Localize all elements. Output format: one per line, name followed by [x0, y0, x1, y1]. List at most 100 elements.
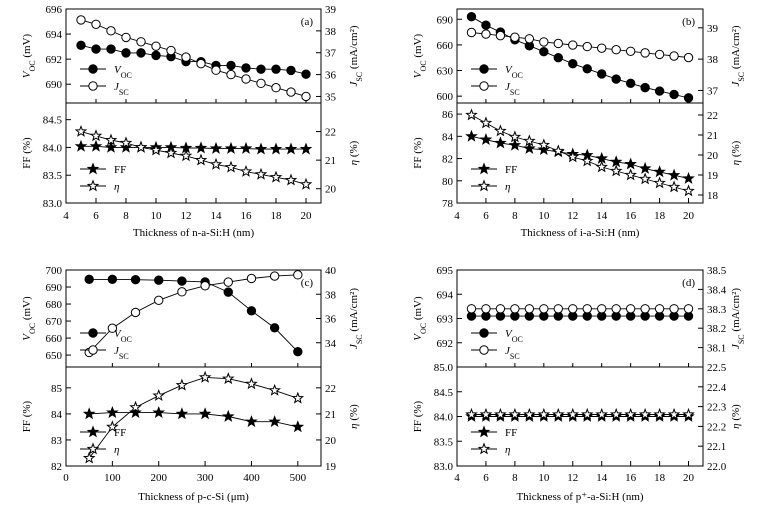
data-point [239, 164, 253, 177]
x-tick-label: 0 [63, 472, 69, 484]
plot-frame [456, 269, 704, 467]
data-point [245, 415, 258, 428]
x-tick-label: 16 [241, 210, 253, 222]
y-right-tick-label: 36 [325, 314, 337, 326]
y-right-tick-label: 22.5 [707, 362, 727, 374]
chart-panel-3: 0 100 200 300 400 500 Thickness of p-c-Si (μm)… [21, 265, 364, 503]
y-right-tick-label: 37 [325, 48, 337, 60]
series-line-ff [471, 135, 689, 180]
data-point [254, 142, 268, 155]
data-point [293, 270, 303, 280]
data-point [89, 139, 103, 152]
data-point [151, 41, 161, 51]
data-point [194, 153, 208, 166]
x-tick-label: 200 [150, 472, 167, 484]
x-tick-label: 10 [538, 210, 550, 222]
y-right-tick-label: 22.2 [707, 421, 726, 433]
data-point [609, 407, 623, 420]
data-point [223, 277, 233, 287]
panel-tag: (d) [682, 277, 695, 289]
data-point [537, 407, 551, 420]
legend-marker [88, 81, 98, 91]
series-line- [88, 376, 298, 459]
panel-tag: (c) [301, 277, 314, 289]
legend-label: JSC [114, 81, 129, 97]
y-left-tick-label: 83.5 [43, 170, 63, 182]
data-point [624, 407, 637, 420]
data-point [553, 304, 563, 314]
series-line-ff [81, 145, 306, 150]
legend-label: VOC [505, 64, 523, 80]
data-point [669, 304, 679, 314]
data-point [82, 451, 96, 464]
y-left-tick-label: 670 [46, 316, 63, 328]
panel-tag: (b) [682, 16, 695, 28]
y-right-tick-label: 38 [325, 289, 337, 301]
y-right-axis-label: η (%) [730, 404, 742, 429]
x-tick-label: 12 [181, 210, 192, 222]
data-point [568, 304, 578, 314]
data-point [107, 274, 118, 285]
data-point [481, 29, 491, 39]
y-right-tick-label: 21 [707, 130, 718, 142]
y-left-tick-label: 700 [46, 265, 63, 277]
y-left-tick-label: 696 [46, 4, 63, 16]
data-point [638, 172, 652, 185]
data-point [181, 52, 191, 62]
data-point [494, 407, 507, 420]
legend-label: η [505, 444, 510, 456]
y-right-tick-label: 38.4 [707, 284, 727, 296]
legend-label: FF [114, 427, 126, 439]
data-point [301, 69, 311, 79]
y-left-tick-label: 84 [442, 131, 454, 143]
x-tick-label: 8 [512, 210, 518, 222]
legend-marker [477, 425, 491, 438]
data-point [286, 65, 296, 76]
data-point [582, 64, 592, 74]
data-point [121, 32, 131, 43]
data-point [683, 52, 694, 63]
data-point [271, 64, 281, 74]
y-left-axis-label: FF (%) [412, 400, 424, 432]
data-point [654, 86, 665, 96]
panel-tag: (a) [301, 16, 314, 28]
series-line-jsc [88, 274, 298, 353]
data-point [299, 142, 313, 155]
data-point [268, 383, 281, 396]
y-left-axis-label: VOC (mV) [21, 296, 37, 341]
y-left-tick-label: 85.0 [434, 362, 454, 374]
data-point [523, 141, 536, 154]
data-point [106, 44, 116, 54]
y-right-tick-label: 38.2 [707, 323, 726, 335]
data-point [106, 405, 119, 418]
data-point [224, 141, 238, 154]
y-right-tick-label: 38.3 [707, 304, 727, 316]
y-left-tick-label: 85 [51, 383, 63, 395]
y-right-tick-label: 22 [325, 127, 336, 139]
y-left-tick-label: 83.0 [43, 198, 63, 210]
legend-label: FF [114, 164, 126, 176]
x-tick-label: 500 [290, 472, 307, 484]
series-line-voc [89, 278, 299, 353]
y-right-tick-label: 22.1 [707, 441, 726, 453]
data-point [682, 171, 695, 184]
y-left-axis-label: VOC (mV) [21, 33, 37, 78]
legend-marker [477, 442, 491, 455]
data-point [200, 281, 210, 291]
x-axis-label: Thickness of i-a-Si:H (nm) [521, 227, 640, 239]
y-right-tick-label: 22.0 [707, 461, 727, 473]
data-point [223, 287, 233, 297]
data-point [582, 41, 592, 52]
data-point [224, 160, 238, 173]
data-point [566, 407, 580, 420]
data-point [119, 136, 133, 149]
data-point [566, 150, 580, 163]
legend-marker [479, 64, 489, 74]
data-point [510, 32, 520, 42]
data-point [494, 124, 507, 137]
data-point [194, 141, 208, 154]
data-point [640, 304, 650, 314]
y-left-tick-label: 82 [51, 461, 62, 473]
data-point [91, 44, 101, 54]
y-left-axis-label: FF (%) [412, 137, 424, 169]
